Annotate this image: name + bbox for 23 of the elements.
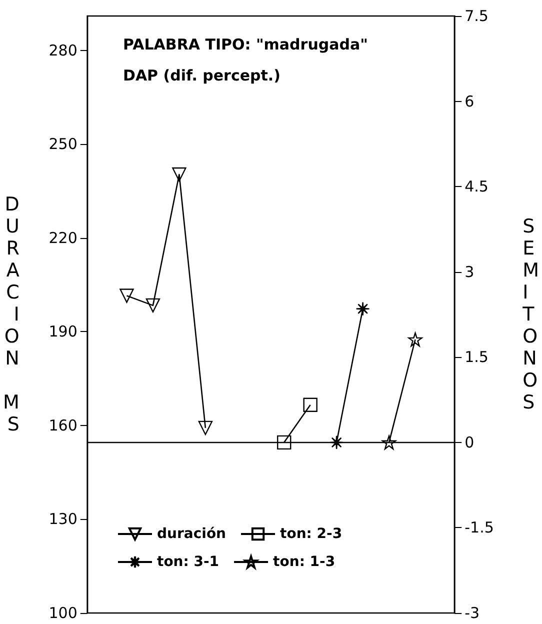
text: DURACION MS <box>2 194 20 436</box>
y-tick-label: 160 <box>48 416 78 434</box>
legend-label: ton: 1-3 <box>273 554 336 570</box>
legend-label: duración <box>157 526 226 542</box>
y-tick-label: 280 <box>48 41 78 60</box>
y-tick-label: 220 <box>48 228 78 247</box>
y2-tick-label: 4.5 <box>464 178 488 196</box>
y2-tick-label: -3 <box>464 604 480 622</box>
text: DAP (dif. percept.) <box>123 66 280 84</box>
legend-label: ton: 3-1 <box>157 554 220 570</box>
text: SEMITONOS <box>522 216 540 414</box>
text: PALABRA TIPO: "madrugada" <box>123 36 368 54</box>
y-tick-label: 100 <box>48 604 78 622</box>
y2-tick-label: 6 <box>464 92 474 110</box>
y-tick-label: 190 <box>48 322 78 341</box>
y-tick-label: 130 <box>48 510 78 528</box>
y-tick-label: 250 <box>48 135 78 154</box>
y2-tick-label: 7.5 <box>464 7 488 25</box>
y2-tick-label: -1.5 <box>464 518 494 537</box>
y2-tick-label: 3 <box>464 262 474 281</box>
y2-tick-label: 0 <box>464 433 474 452</box>
legend-label: ton: 2-3 <box>280 526 342 542</box>
y2-tick-label: 1.5 <box>464 348 488 366</box>
